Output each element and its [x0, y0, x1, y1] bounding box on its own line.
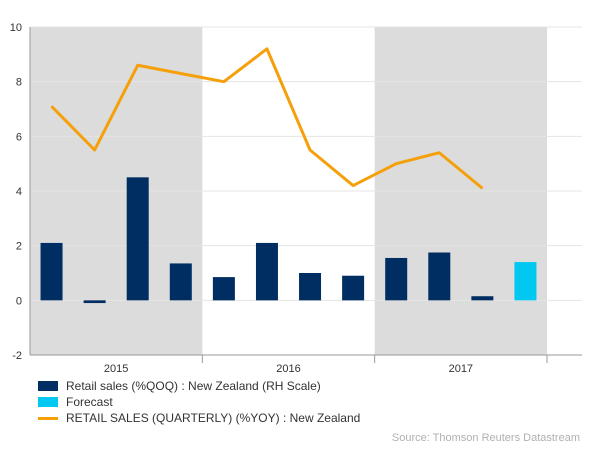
- legend-swatch-yoy: [38, 416, 58, 420]
- bar-qoq-2015Q4: [169, 263, 192, 301]
- bar-qoq-2016Q4: [342, 275, 365, 301]
- point-yoy-2015Q2: [94, 149, 96, 151]
- legend: Retail sales (%QOQ) : New Zealand (RH Sc…: [38, 378, 360, 426]
- point-yoy-2016Q3: [309, 149, 311, 151]
- legend-label-qoq: Retail sales (%QOQ) : New Zealand (RH Sc…: [66, 379, 321, 393]
- y-tick-label: 6: [16, 131, 22, 143]
- bar-qoq-2016Q3: [299, 273, 322, 301]
- bar-qoq-2015Q3: [126, 177, 149, 301]
- legend-swatch-qoq: [38, 381, 58, 391]
- point-yoy-2017Q3: [481, 187, 483, 189]
- line-series: [50, 47, 484, 190]
- point-yoy-2017Q2: [438, 152, 440, 154]
- source-note: Source: Thomson Reuters Datastream: [391, 432, 580, 444]
- point-yoy-2015Q1: [51, 105, 53, 107]
- y-tick-label: 0: [16, 295, 22, 307]
- point-yoy-2017Q1: [395, 163, 397, 165]
- x-tick-label-2016: 2016: [276, 363, 300, 375]
- y-tick-labels: -2 0 2 4 6 8 10: [10, 22, 22, 362]
- legend-item-forecast: Forecast: [38, 394, 360, 410]
- bar-qoq-2015Q1: [40, 242, 63, 301]
- bar-qoq-2016Q1: [212, 277, 235, 301]
- point-yoy-2016Q4: [352, 185, 354, 187]
- bar-series: [40, 177, 537, 304]
- legend-item-yoy: RETAIL SALES (QUARTERLY) (%YOY) : New Ze…: [38, 410, 360, 426]
- y-tick-label: 10: [10, 22, 22, 34]
- point-yoy-2016Q1: [223, 81, 225, 83]
- bar-qoq-2017Q1: [385, 257, 408, 301]
- axes: [29, 27, 582, 363]
- point-yoy-2015Q4: [180, 72, 182, 74]
- point-yoy-2015Q3: [137, 64, 139, 66]
- legend-label-yoy: RETAIL SALES (QUARTERLY) (%YOY) : New Ze…: [66, 411, 361, 425]
- y-tick-label: 4: [16, 186, 22, 198]
- y-tick-label: -2: [12, 350, 22, 362]
- bar-qoq-2017Q2: [428, 252, 451, 301]
- x-tick-label-2015: 2015: [104, 363, 128, 375]
- bar-qoq-2017Q3: [471, 296, 494, 301]
- bar-qoq-2015Q2: [83, 300, 106, 304]
- legend-item-qoq: Retail sales (%QOQ) : New Zealand (RH Sc…: [38, 378, 360, 394]
- y-tick-label: 2: [16, 241, 22, 253]
- bar-qoq-2016Q2: [255, 242, 278, 301]
- bar-forecast-2017Q4: [514, 262, 537, 301]
- x-tick-label-2017: 2017: [449, 363, 473, 375]
- point-yoy-2016Q2: [266, 48, 268, 50]
- legend-label-forecast: Forecast: [66, 395, 113, 409]
- legend-swatch-forecast: [38, 397, 58, 407]
- x-year-labels: 2015 2016 2017: [104, 363, 473, 375]
- y-tick-label: 8: [16, 77, 22, 89]
